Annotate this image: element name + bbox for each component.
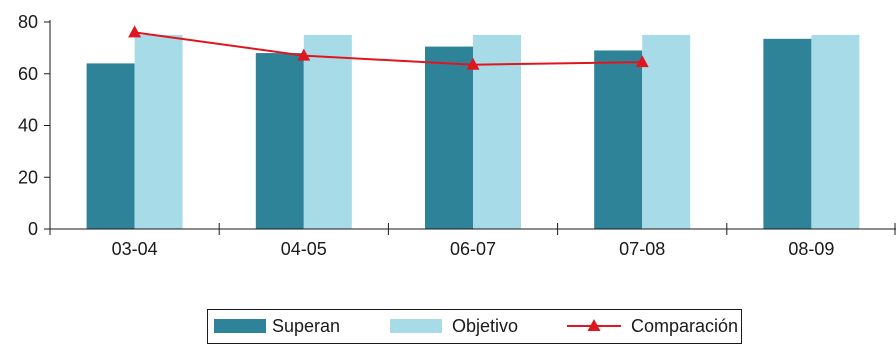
legend-swatch <box>390 319 442 333</box>
bars <box>86 34 860 230</box>
bar-superan-07-08 <box>594 50 643 230</box>
bar-objetivo-08-09 <box>811 34 860 229</box>
x-tick-label: 07-08 <box>619 239 665 259</box>
y-tick-label: 0 <box>28 219 38 239</box>
legend-swatch <box>214 319 266 333</box>
bar-objetivo-06-07 <box>473 34 521 229</box>
y-tick-label: 80 <box>18 12 38 32</box>
legend-label: Comparación <box>631 316 738 336</box>
bar-superan-06-07 <box>425 46 473 229</box>
bar-superan-08-09 <box>763 38 812 229</box>
line-series <box>128 25 649 70</box>
legend-label: Objetivo <box>452 316 518 336</box>
y-axis: 0 20 40 60 80 <box>18 12 51 239</box>
bar-superan-03-04 <box>86 63 135 230</box>
line-comparacion <box>134 31 643 66</box>
legend-label: Superan <box>272 316 340 336</box>
line-point-marker <box>297 48 311 61</box>
x-tick-label: 06-07 <box>450 239 496 259</box>
y-tick-label: 60 <box>18 64 38 84</box>
y-tick-label: 20 <box>18 167 38 187</box>
bar-objetivo-07-08 <box>642 34 691 229</box>
legend-box <box>207 309 742 344</box>
legend-marker <box>587 319 601 331</box>
x-tick-label: 04-05 <box>281 239 327 259</box>
bar-objetivo-03-04 <box>134 34 183 229</box>
line-point-marker <box>635 55 649 68</box>
bar-objetivo-04-05 <box>303 34 352 229</box>
legend: Superan Objetivo Comparación <box>207 309 742 344</box>
x-tick-label: 08-09 <box>788 239 834 259</box>
y-tick-label: 40 <box>18 116 38 136</box>
line-point-marker <box>466 57 480 70</box>
x-tick-label: 03-04 <box>112 239 158 259</box>
line-point-marker <box>128 25 142 38</box>
bar-superan-04-05 <box>255 53 304 229</box>
x-axis: 03-04 04-05 06-07 07-08 08-09 <box>49 223 896 259</box>
